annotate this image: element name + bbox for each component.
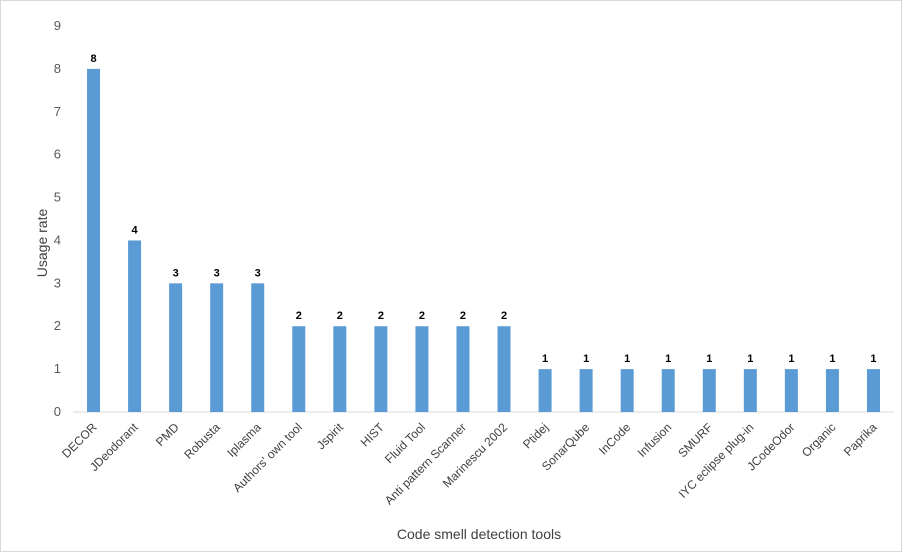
bar [128,240,142,412]
x-tick-label: HIST [358,420,388,450]
x-tick-label: Iplasma [224,420,264,460]
x-tick-label: SMURF [675,420,715,460]
x-tick-label: Organic [799,420,839,460]
data-label: 1 [583,353,589,365]
bar [333,326,347,412]
x-tick-label: Infusion [635,420,675,460]
data-label: 3 [173,267,179,279]
x-tick-label: DECOR [59,420,100,461]
data-label: 2 [296,310,302,322]
bar [210,283,224,412]
bar [497,326,511,412]
y-tick-label: 8 [54,61,61,76]
data-label: 1 [870,353,876,365]
x-tick-label: Ptidej [520,420,551,451]
bar [784,369,798,412]
bar [292,326,306,412]
bar [374,326,388,412]
bar [579,369,593,412]
data-label: 1 [747,353,753,365]
data-label: 1 [542,353,548,365]
data-label: 2 [378,310,384,322]
bar [538,369,552,412]
y-tick-label: 6 [54,147,61,162]
bar [87,68,101,412]
y-tick-label: 9 [54,18,61,33]
x-tick-label: Jspirit [314,420,347,453]
data-label: 2 [460,310,466,322]
bar [661,369,675,412]
data-label: 2 [501,310,507,322]
x-tick-label: Paprika [841,420,880,459]
bar [251,283,265,412]
data-label: 1 [706,353,712,365]
data-label: 8 [90,53,96,65]
bar [866,369,880,412]
bar [456,326,470,412]
y-tick-label: 1 [54,361,61,376]
bar [620,369,634,412]
x-tick-label: Robusta [181,420,223,462]
x-tick-label: IYC eclipse plug-in [676,420,757,501]
y-axis-title: Usage rate [34,209,50,278]
data-label: 1 [788,353,794,365]
data-label: 1 [829,353,835,365]
bar [169,283,183,412]
x-tick-label: InCode [596,420,633,457]
x-tick-label: PMD [153,420,182,449]
data-label: 2 [337,310,343,322]
bar [743,369,757,412]
y-tick-label: 3 [54,275,61,290]
y-tick-label: 0 [54,404,61,419]
y-tick-label: 2 [54,318,61,333]
data-label: 4 [132,224,139,236]
y-tick-label: 4 [54,232,61,247]
bar [825,369,839,412]
data-label: 3 [255,267,261,279]
data-label: 2 [419,310,425,322]
y-tick-label: 7 [54,104,61,119]
bar [415,326,429,412]
x-axis-title: Code smell detection tools [397,526,561,542]
y-tick-label: 5 [54,190,61,205]
data-label: 3 [214,267,220,279]
data-label: 1 [665,353,671,365]
data-label: 1 [624,353,630,365]
bar [702,369,716,412]
